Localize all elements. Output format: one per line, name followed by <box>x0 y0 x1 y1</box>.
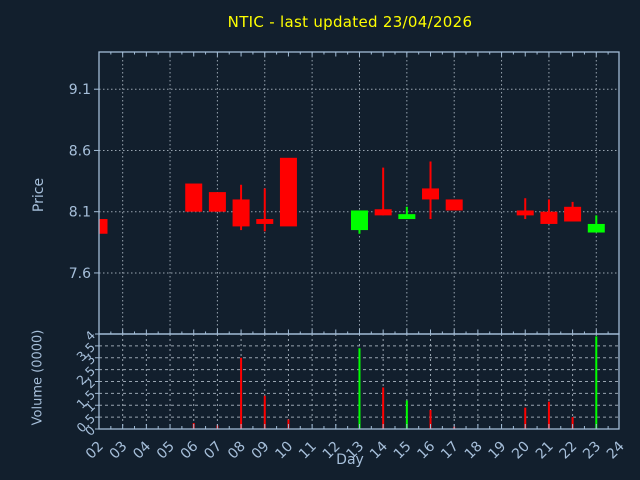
candle-21 <box>540 211 558 224</box>
candle-08 <box>232 199 250 227</box>
candle-14 <box>374 209 392 216</box>
price-tick-label: 8.6 <box>69 143 91 159</box>
candle-13 <box>350 210 368 231</box>
candle-23 <box>587 223 605 233</box>
candle-09 <box>256 219 274 224</box>
candle-15 <box>398 214 416 220</box>
candle-17 <box>445 199 463 211</box>
candles-group <box>99 157 605 234</box>
candle-07 <box>208 192 226 212</box>
price-tick-label: 7.6 <box>69 266 91 282</box>
candle-22 <box>564 206 582 222</box>
candle-06 <box>185 183 203 212</box>
price-tick-label: 8.1 <box>69 205 91 221</box>
price-tick-label: 9.1 <box>69 82 91 98</box>
candle-16 <box>422 188 440 200</box>
candle-02 <box>99 219 108 234</box>
candle-10 <box>279 157 297 227</box>
candle-20 <box>516 210 534 216</box>
